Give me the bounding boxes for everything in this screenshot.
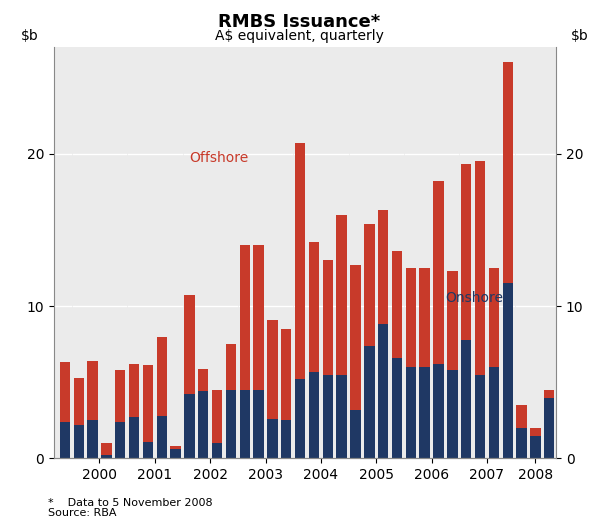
Bar	[461, 164, 471, 340]
Bar	[530, 428, 541, 436]
Bar	[419, 268, 430, 367]
Text: $b: $b	[21, 29, 39, 43]
Bar	[502, 283, 513, 458]
Text: Onshore: Onshore	[446, 291, 504, 305]
Bar	[434, 364, 444, 458]
Bar	[447, 370, 457, 458]
Bar	[350, 265, 361, 410]
Bar	[364, 345, 374, 458]
Bar	[170, 446, 181, 449]
Bar	[143, 366, 153, 442]
Bar	[475, 161, 485, 375]
Bar	[516, 428, 527, 458]
Bar	[544, 398, 554, 458]
Text: $b: $b	[571, 29, 589, 43]
Bar	[530, 436, 541, 458]
Bar	[309, 242, 319, 371]
Bar	[101, 443, 112, 455]
Bar	[419, 367, 430, 458]
Bar	[392, 358, 402, 458]
Bar	[516, 405, 527, 428]
Bar	[129, 417, 139, 458]
Bar	[115, 422, 126, 458]
Bar	[157, 337, 167, 416]
Bar	[323, 375, 333, 458]
Bar	[87, 361, 97, 420]
Bar	[254, 390, 264, 458]
Bar	[101, 455, 112, 458]
Bar	[364, 224, 374, 345]
Bar	[295, 143, 306, 379]
Bar	[129, 364, 139, 417]
Bar	[212, 443, 222, 458]
Bar	[143, 442, 153, 458]
Bar	[198, 368, 209, 391]
Text: A$ equivalent, quarterly: A$ equivalent, quarterly	[215, 29, 383, 43]
Bar	[475, 375, 485, 458]
Bar	[184, 295, 194, 394]
Bar	[378, 210, 388, 325]
Bar	[337, 215, 347, 375]
Bar	[170, 449, 181, 458]
Bar	[502, 62, 513, 283]
Bar	[74, 425, 84, 458]
Bar	[281, 420, 291, 458]
Bar	[212, 390, 222, 443]
Bar	[60, 422, 70, 458]
Bar	[281, 329, 291, 420]
Bar	[240, 390, 250, 458]
Bar	[405, 268, 416, 367]
Bar	[350, 410, 361, 458]
Bar	[184, 394, 194, 458]
Bar	[489, 367, 499, 458]
Bar	[267, 320, 277, 419]
Bar	[267, 419, 277, 458]
Bar	[226, 390, 236, 458]
Bar	[392, 251, 402, 358]
Bar	[489, 268, 499, 367]
Text: Source: RBA: Source: RBA	[48, 508, 117, 518]
Bar	[254, 245, 264, 390]
Bar	[240, 245, 250, 390]
Bar	[434, 181, 444, 364]
Bar	[337, 375, 347, 458]
Bar	[198, 391, 209, 458]
Bar	[405, 367, 416, 458]
Bar	[309, 371, 319, 458]
Bar	[226, 344, 236, 390]
Text: *    Data to 5 November 2008: * Data to 5 November 2008	[48, 498, 212, 508]
Bar	[323, 260, 333, 375]
Bar	[74, 378, 84, 425]
Bar	[461, 340, 471, 458]
Bar	[157, 416, 167, 458]
Bar	[447, 271, 457, 370]
Bar	[544, 390, 554, 398]
Bar	[60, 363, 70, 422]
Bar	[87, 420, 97, 458]
Bar	[295, 379, 306, 458]
Bar	[378, 325, 388, 458]
Bar	[115, 370, 126, 422]
Text: Offshore: Offshore	[190, 151, 249, 165]
Text: RMBS Issuance*: RMBS Issuance*	[218, 13, 380, 31]
